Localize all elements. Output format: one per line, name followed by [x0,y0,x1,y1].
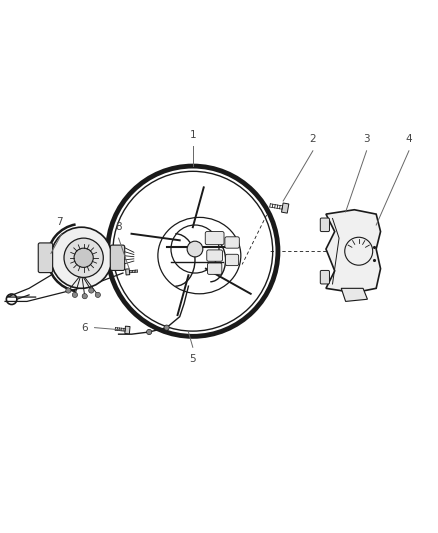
Text: 5: 5 [190,354,196,364]
Polygon shape [126,269,130,275]
Circle shape [164,325,169,330]
Polygon shape [125,326,130,334]
Text: 6: 6 [81,322,88,333]
FancyBboxPatch shape [208,263,222,274]
FancyBboxPatch shape [38,243,53,272]
Text: 3: 3 [363,134,370,144]
Polygon shape [341,288,367,302]
Polygon shape [326,210,381,293]
Circle shape [72,292,78,297]
FancyBboxPatch shape [226,254,239,265]
FancyBboxPatch shape [320,270,329,284]
FancyBboxPatch shape [207,250,223,261]
Circle shape [147,329,152,335]
Circle shape [187,241,203,257]
Polygon shape [282,203,289,213]
Circle shape [64,238,103,277]
Circle shape [66,288,71,293]
Text: 8: 8 [115,222,122,231]
Circle shape [74,248,93,268]
Circle shape [82,294,87,299]
Circle shape [51,227,112,288]
Circle shape [95,292,100,297]
FancyBboxPatch shape [110,245,125,270]
Text: 4: 4 [406,134,412,144]
Text: 7: 7 [57,217,63,227]
FancyBboxPatch shape [205,231,224,245]
FancyBboxPatch shape [320,218,329,231]
FancyBboxPatch shape [225,237,239,248]
Circle shape [88,288,94,293]
Text: 1: 1 [190,130,196,140]
Text: 2: 2 [310,134,316,144]
